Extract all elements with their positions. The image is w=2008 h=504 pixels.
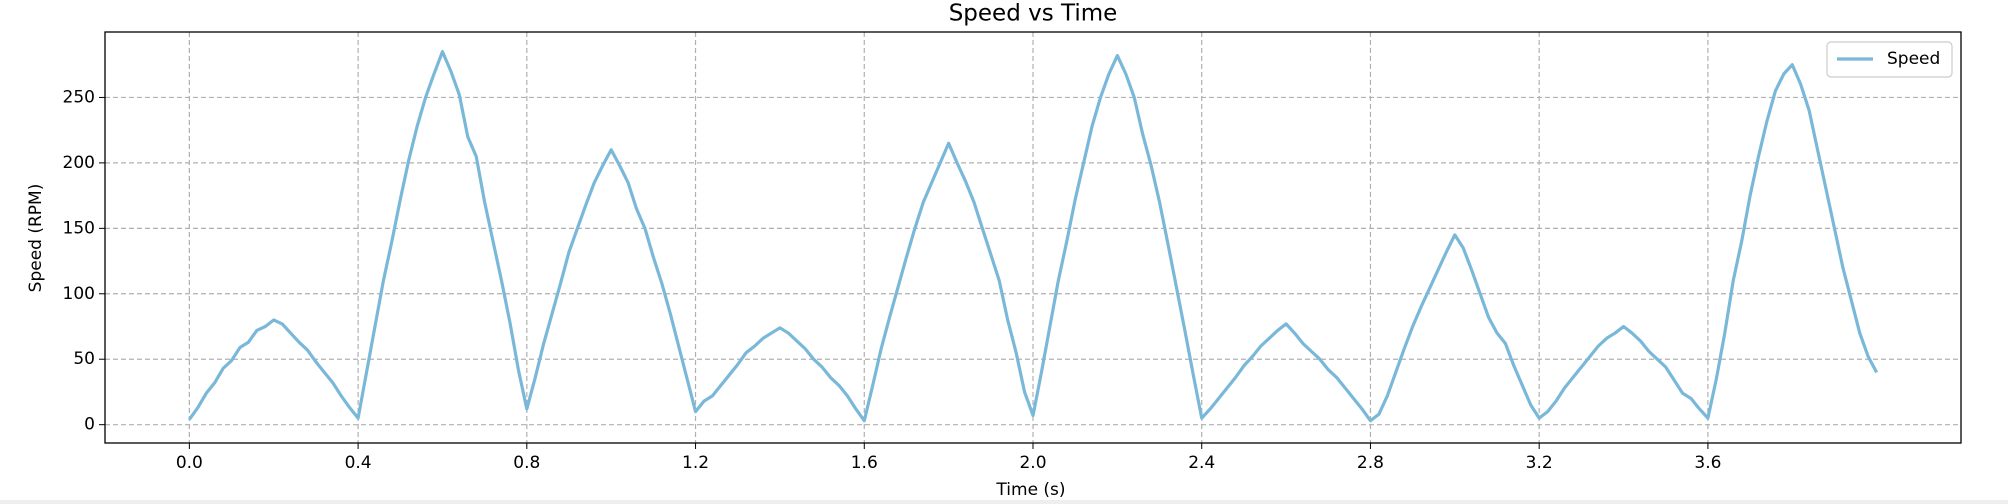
legend-box xyxy=(1826,41,1953,78)
chart-title: Speed vs Time xyxy=(949,1,1118,27)
x-tick-label: 1.6 xyxy=(851,453,878,473)
y-tick-label: 50 xyxy=(73,349,95,369)
axes-frame xyxy=(104,31,1962,444)
data-line xyxy=(188,50,1879,423)
x-tick-label: 1.2 xyxy=(682,453,709,473)
y-tick-label: 0 xyxy=(84,415,95,435)
x-tick-label: 2.4 xyxy=(1188,453,1215,473)
x-tick-label: 3.2 xyxy=(1526,453,1553,473)
bottom-strip xyxy=(0,500,2008,504)
x-tick-label: 0.0 xyxy=(176,453,203,473)
x-tick-label: 0.8 xyxy=(513,453,540,473)
x-axis-label: Time (s) xyxy=(995,480,1065,500)
x-tick-label: 3.6 xyxy=(1694,453,1721,473)
y-tick-label: 250 xyxy=(63,87,95,107)
y-tick-label: 150 xyxy=(63,218,95,238)
y-tick-label: 200 xyxy=(63,153,95,173)
y-axis-label: Speed (RPM) xyxy=(26,184,46,293)
x-tick-label: 2.8 xyxy=(1357,453,1384,473)
legend-label: Speed xyxy=(1887,49,1940,69)
x-tick-label: 2.0 xyxy=(1019,453,1046,473)
x-tick-label: 0.4 xyxy=(345,453,372,473)
y-tick-label: 100 xyxy=(63,284,95,304)
